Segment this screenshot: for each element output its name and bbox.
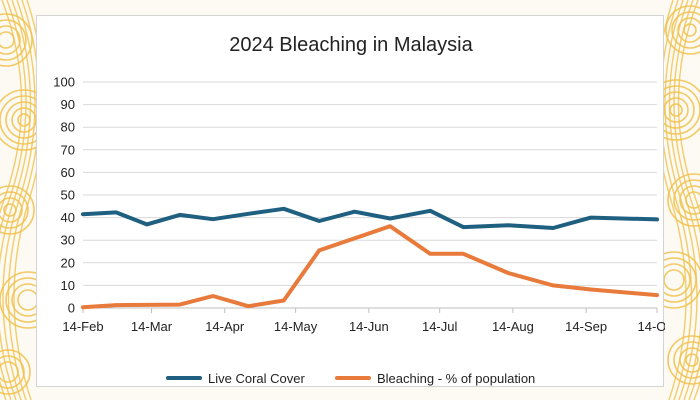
legend-swatch-live-coral-cover (166, 376, 202, 380)
x-tick-label: 14-Sep (565, 319, 607, 334)
x-tick-label: 14-Jun (349, 319, 389, 334)
x-tick-label: 14-Oct (637, 319, 665, 334)
swirl-line-left (2, 0, 36, 400)
swirl-ring (0, 25, 21, 55)
swirl-ring (673, 341, 700, 379)
chart-card: 2024 Bleaching in Malaysia 0 10 20 30 40 50 60… (36, 15, 665, 388)
swirl-ring (673, 179, 700, 221)
swirl-ring (663, 97, 689, 123)
legend-item-live-coral-cover: Live Coral Cover (166, 368, 305, 388)
swirl-line-right (659, 0, 693, 400)
chart-legend: Live Coral Cover Bleaching - % of popula… (37, 368, 665, 388)
legend-swatch-bleaching (335, 376, 371, 380)
y-tick-label: 70 (61, 142, 75, 157)
swirl-line-left (7, 0, 41, 400)
chart-title: 2024 Bleaching in Malaysia (229, 34, 473, 56)
legend-label-bleaching: Bleaching - % of population (377, 370, 536, 386)
y-tick-label: 10 (61, 278, 75, 293)
y-tick-label: 20 (61, 255, 75, 270)
swirl-ring (669, 103, 683, 117)
swirl-ring (0, 191, 29, 229)
swirl-ring (17, 289, 39, 311)
swirl-line-right (664, 0, 698, 400)
legend-item-bleaching: Bleaching - % of population (335, 368, 535, 388)
x-tick-label: 14-May (274, 319, 318, 334)
swirl-ring (665, 5, 700, 55)
swirl-line-right (677, 0, 700, 400)
x-tick-label: 14-Jul (422, 319, 458, 334)
swirl-ring (679, 185, 700, 215)
x-tick-label: 14-Apr (205, 319, 245, 334)
swirl-line-left (0, 0, 23, 400)
series-line-bleaching (81, 224, 659, 310)
swirl-ring (671, 11, 700, 49)
y-tick-label: 60 (61, 165, 75, 180)
x-tick-label: 14-Aug (492, 319, 534, 334)
swirl-ring (0, 31, 15, 49)
swirl-line-right (673, 0, 700, 400)
x-tick-label: 14-Mar (131, 319, 173, 334)
y-tick-label: 90 (61, 97, 75, 112)
swirl-ring (11, 107, 37, 133)
swirl-ring (0, 13, 33, 67)
swirl-ring (0, 355, 25, 389)
y-tick-label: 100 (53, 75, 75, 90)
line-chart: 0 10 20 30 40 50 60 70 80 90 100 14-Feb 14-Mar 14-Apr… (53, 75, 665, 335)
swirl-ring (0, 19, 27, 61)
series-line-live-coral-cover (81, 206, 659, 230)
y-tick-label: 40 (61, 210, 75, 225)
swirl-ring (677, 17, 700, 43)
swirl-ring (17, 113, 31, 127)
y-tick-label: 0 (68, 301, 75, 316)
y-tick-label: 80 (61, 120, 75, 135)
swirl-ring (667, 335, 700, 385)
x-tick-label: 14-Feb (62, 319, 103, 334)
legend-label-live-coral-cover: Live Coral Cover (208, 370, 305, 386)
y-tick-label: 50 (61, 188, 75, 203)
swirl-ring (663, 269, 685, 291)
y-tick-label: 30 (61, 233, 75, 248)
swirl-line-left (0, 0, 27, 400)
swirl-line-left (0, 0, 32, 400)
